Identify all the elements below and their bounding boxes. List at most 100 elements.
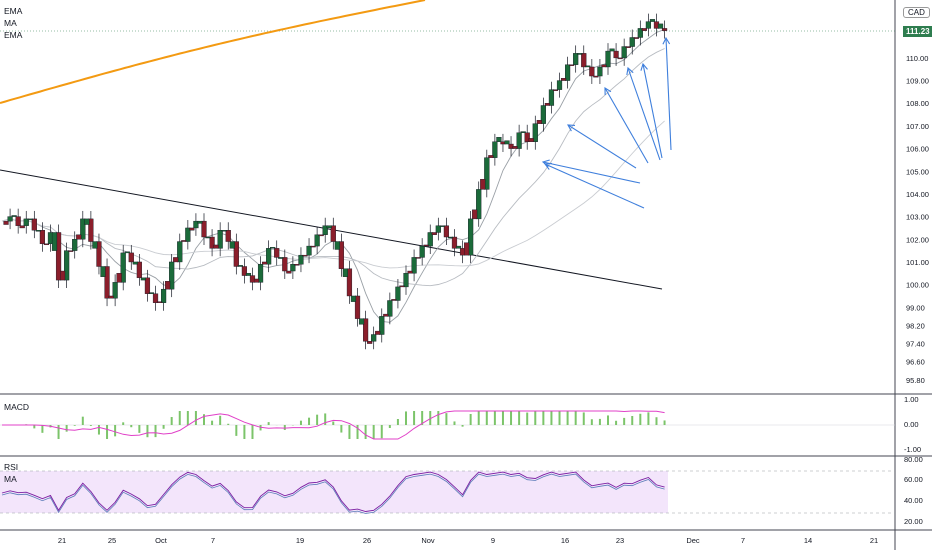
candle-body	[342, 268, 349, 277]
candle-body	[346, 268, 353, 297]
candle-body	[318, 234, 324, 237]
candle-body	[116, 273, 122, 283]
candle-body	[371, 334, 377, 342]
rsi-ma-label[interactable]: MA	[4, 474, 17, 484]
candle-body	[124, 251, 130, 254]
candle-body	[84, 218, 90, 225]
time-tick-label: 21	[870, 536, 878, 545]
candle-body	[11, 215, 17, 217]
candle-body	[363, 318, 369, 342]
candle-body	[169, 261, 175, 290]
candle-body	[334, 241, 340, 250]
candle-body	[100, 266, 106, 277]
candle-body	[88, 218, 94, 242]
candle-body	[35, 230, 41, 232]
price-tick-label: 105.00	[906, 167, 929, 176]
candle-body	[565, 64, 571, 81]
time-tick-label: 21	[58, 536, 66, 545]
candle-body	[55, 232, 62, 281]
candle-body	[120, 252, 126, 283]
candle-body	[302, 254, 308, 257]
indicator-label-ema[interactable]: EMA	[4, 6, 23, 16]
ema-long-line	[0, 0, 426, 104]
candle-body	[573, 53, 579, 65]
price-tick-label: 99.00	[906, 303, 925, 312]
candle-body	[548, 89, 555, 106]
candle-body	[633, 37, 639, 39]
indicator-label-ma[interactable]: MA	[4, 18, 17, 28]
candle-body	[451, 236, 458, 249]
macd-tick-label: 0.00	[904, 420, 919, 429]
ma-long-line	[1, 120, 665, 269]
annotation-arrow	[542, 161, 641, 184]
price-tick-label: 101.00	[906, 258, 929, 267]
candle-body	[233, 241, 239, 267]
candle-body	[330, 225, 336, 242]
candle-body	[649, 19, 656, 22]
candle-body	[403, 273, 409, 288]
candle-body	[601, 64, 607, 68]
candle-body	[544, 103, 551, 106]
candle-body	[399, 285, 405, 288]
time-tick-label: 26	[363, 536, 371, 545]
rsi-label[interactable]: RSI	[4, 462, 19, 472]
candle-body	[419, 245, 425, 258]
candle-body	[80, 218, 86, 240]
price-tick-label: 102.00	[906, 235, 929, 244]
candle-body	[625, 46, 631, 48]
macd-label[interactable]: MACD	[4, 402, 30, 412]
rsi-tick-label: 80.00	[904, 455, 923, 464]
candle-body	[504, 140, 510, 145]
candle-body	[439, 225, 445, 227]
candle-body	[76, 234, 82, 240]
candle-body	[15, 216, 21, 226]
currency-badge[interactable]: CAD	[903, 7, 930, 18]
candle-body	[464, 242, 470, 256]
annotation-arrow	[544, 163, 645, 209]
candle-body	[476, 189, 482, 220]
candle-body	[443, 225, 450, 238]
candle-body	[217, 230, 223, 249]
price-tick-label: 108.00	[906, 99, 929, 108]
candle-body	[136, 261, 142, 279]
candle-body	[387, 300, 393, 317]
candle-body	[197, 220, 203, 224]
price-tick-label: 104.00	[906, 190, 929, 199]
candle-body	[185, 227, 191, 242]
candle-body	[177, 241, 183, 263]
candle-body	[282, 257, 288, 272]
candle-body	[173, 257, 179, 263]
candle-body	[597, 66, 603, 77]
annotation-arrow	[627, 67, 661, 161]
candle-body	[569, 64, 575, 66]
time-tick-label: Nov	[421, 536, 435, 545]
candle-body	[516, 132, 522, 149]
time-tick-label: Dec	[686, 536, 700, 545]
candle-body	[472, 209, 478, 220]
candle-body	[43, 243, 50, 246]
candle-body	[60, 270, 66, 281]
candle-body	[560, 78, 567, 81]
candle-body	[3, 220, 9, 225]
time-tick-label: 7	[741, 536, 745, 545]
candle-body	[23, 218, 29, 226]
candle-body	[326, 225, 332, 229]
candle-body	[241, 266, 248, 276]
candle-body	[148, 292, 155, 294]
time-tick-label: 9	[491, 536, 495, 545]
indicator-label-ema-2[interactable]: EMA	[4, 30, 23, 40]
candle-body	[213, 244, 219, 249]
price-tick-label: 97.40	[906, 340, 925, 349]
time-tick-label: 23	[616, 536, 624, 545]
candle-body	[128, 252, 134, 263]
annotation-arrow-head	[567, 124, 576, 132]
ma-mid-line	[1, 48, 665, 287]
candle-body	[92, 241, 98, 249]
time-tick-label: 7	[211, 536, 215, 545]
candle-body	[552, 89, 559, 91]
candle-body	[225, 230, 231, 242]
candle-body	[581, 53, 587, 68]
candle-body	[512, 146, 518, 149]
